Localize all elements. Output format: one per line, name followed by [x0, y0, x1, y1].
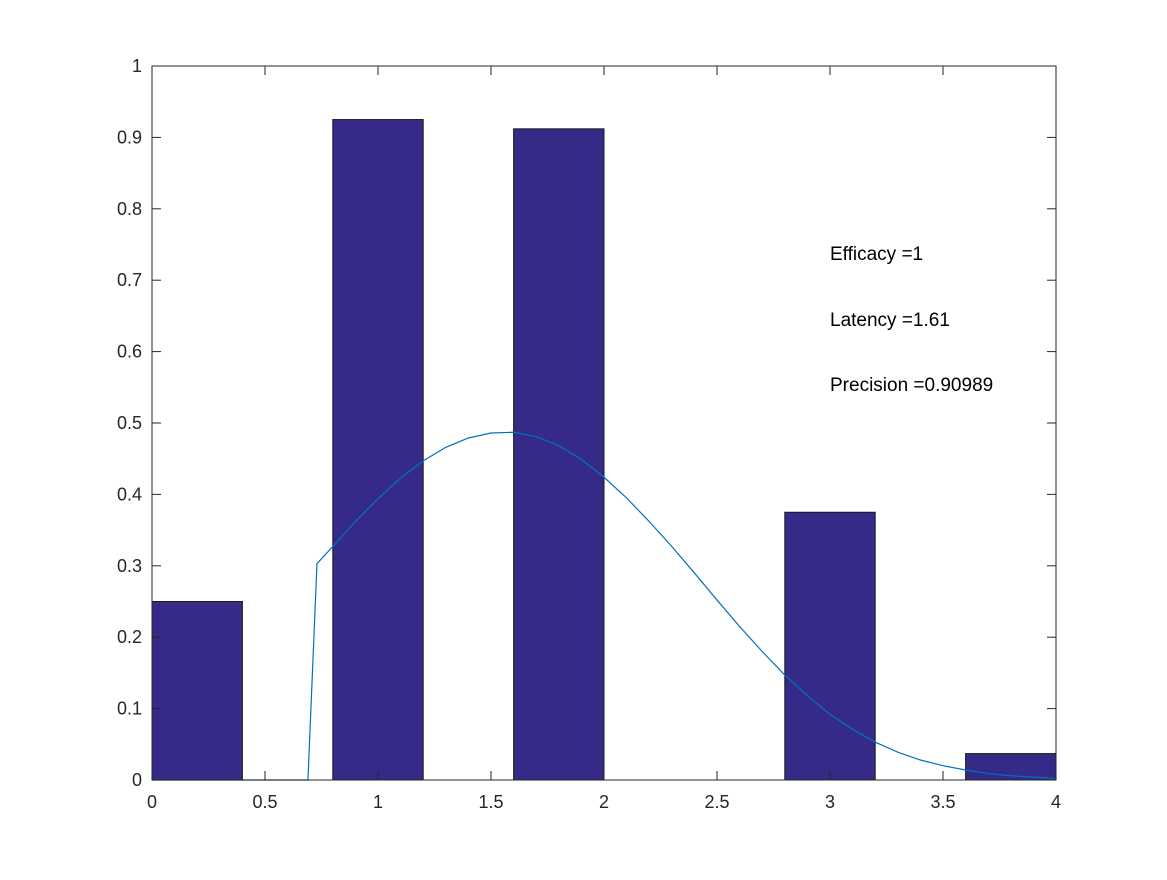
y-tick-label-3: 0.3: [117, 556, 142, 576]
y-tick-label-5: 0.5: [117, 413, 142, 433]
y-tick-label-0: 0: [132, 770, 142, 790]
x-tick-label-1: 0.5: [252, 792, 277, 812]
x-tick-label-7: 3.5: [930, 792, 955, 812]
bar-0: [151, 601, 243, 781]
x-tick-label-4: 2: [599, 792, 609, 812]
y-tick-label-1: 0.1: [117, 699, 142, 719]
annotation-precision: Precision =0.90989: [830, 375, 993, 396]
x-tick-labels: 0 0.5 1 1.5 2 2.5 3 3.5 4: [147, 792, 1061, 812]
x-tick-label-0: 0: [147, 792, 157, 812]
y-tick-label-4: 0.4: [117, 484, 142, 504]
y-tick-label-10: 1: [132, 56, 142, 76]
y-tick-labels: 0 0.1 0.2 0.3 0.4 0.5 0.6 0.7 0.8 0.9 1: [117, 56, 142, 790]
y-tick-label-6: 0.6: [117, 342, 142, 362]
x-tick-label-6: 3: [825, 792, 835, 812]
bar-3: [784, 511, 876, 781]
bars-layer: [151, 119, 1057, 781]
y-tick-label-7: 0.7: [117, 270, 142, 290]
curve-layer: [152, 431, 1057, 781]
x-tick-label-5: 2.5: [704, 792, 729, 812]
x-tick-label-2: 1: [373, 792, 383, 812]
y-tick-label-2: 0.2: [117, 627, 142, 647]
y-tick-label-8: 0.8: [117, 199, 142, 219]
ticks-layer: [151, 65, 1057, 781]
annotation-latency: Latency =1.61: [830, 310, 950, 331]
bar-2: [513, 128, 605, 781]
bar-1: [332, 119, 424, 781]
x-tick-label-3: 1.5: [478, 792, 503, 812]
x-tick-label-8: 4: [1051, 792, 1061, 812]
fit-curve: [152, 431, 1057, 781]
y-tick-label-9: 0.9: [117, 127, 142, 147]
annotation-efficacy: Efficacy =1: [830, 244, 923, 265]
